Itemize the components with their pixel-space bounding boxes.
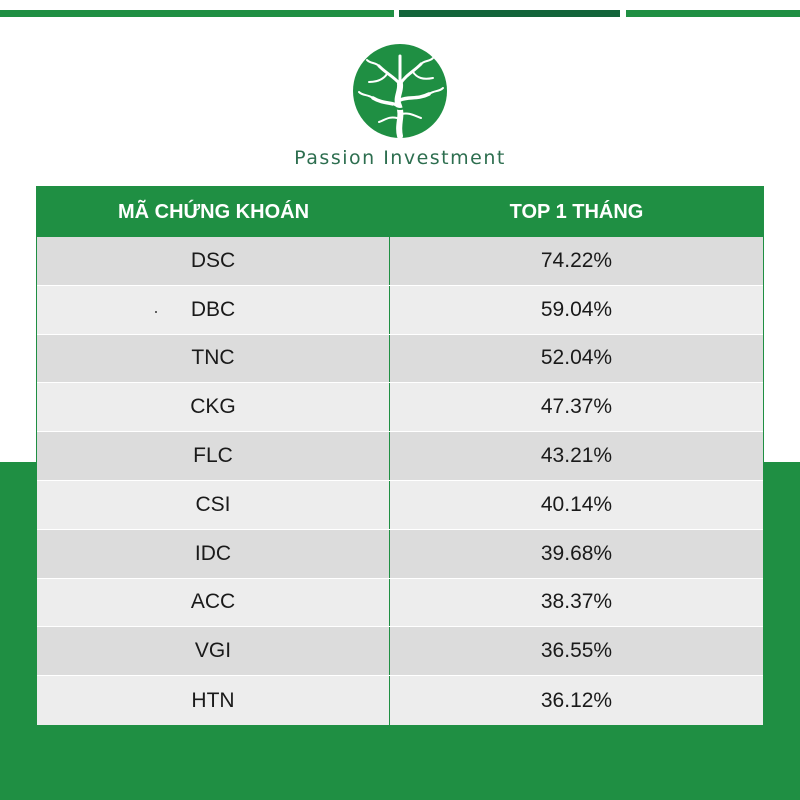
header-stock-code: MÃ CHỨNG KHOÁN	[117, 200, 310, 223]
top-decoration-bars	[0, 10, 800, 17]
stock-value-cell: 59.04%	[540, 297, 613, 321]
table-row: TNC 52.04%	[37, 334, 763, 384]
tree-logo-icon	[353, 44, 447, 139]
table-row: IDC 39.68%	[37, 529, 763, 579]
brand-name: Passion Investment	[294, 147, 506, 169]
table-row: DSC 74.22%	[37, 237, 763, 286]
top-bar-middle	[399, 10, 620, 17]
top-bar-right	[626, 10, 800, 17]
stock-value-cell: 43.21%	[540, 444, 613, 468]
stock-value-cell: 36.12%	[540, 688, 613, 712]
table-row: DBC 59.04%	[37, 285, 763, 335]
table-row: ACC 38.37%	[37, 578, 763, 628]
header-top-1-month: TOP 1 THÁNG	[509, 200, 644, 223]
stock-code-cell: DSC	[37, 237, 390, 285]
table-row: FLC 43.21%	[37, 432, 763, 481]
stock-value-cell: 74.22%	[540, 248, 613, 272]
table-row: CSI 40.14%	[37, 480, 763, 530]
stock-value-cell: 39.68%	[540, 541, 613, 565]
table-header: MÃ CHỨNG KHOÁN TOP 1 THÁNG	[37, 187, 763, 237]
stock-value-cell: 38.37%	[540, 590, 613, 614]
stock-code-cell: ACC	[37, 578, 390, 627]
stock-code-cell: HTN	[37, 676, 390, 725]
table-row: HTN 36.12%	[37, 676, 763, 725]
stock-code-cell: VGI	[37, 627, 390, 676]
stock-value-cell: 47.37%	[540, 395, 613, 419]
table-row: CKG 47.37%	[37, 383, 763, 433]
stock-code-cell: IDC	[37, 529, 390, 578]
stock-code-cell: FLC	[37, 432, 390, 480]
table-row: VGI 36.55%	[37, 627, 763, 677]
top-bar-left	[0, 10, 394, 17]
table-body: DSC 74.22% DBC 59.04% TNC 52.04% CKG 47.…	[37, 237, 763, 725]
stock-table: MÃ CHỨNG KHOÁN TOP 1 THÁNG DSC 74.22% DB…	[36, 186, 764, 725]
stock-code-cell: DBC	[37, 285, 390, 334]
stock-value-cell: 40.14%	[540, 492, 613, 516]
stock-value-cell: 52.04%	[540, 346, 613, 370]
stray-dot	[155, 311, 157, 313]
stock-code-cell: CKG	[37, 383, 390, 432]
stock-code-cell: TNC	[37, 334, 390, 383]
stock-value-cell: 36.55%	[540, 639, 613, 663]
stock-code-cell: CSI	[37, 480, 390, 529]
